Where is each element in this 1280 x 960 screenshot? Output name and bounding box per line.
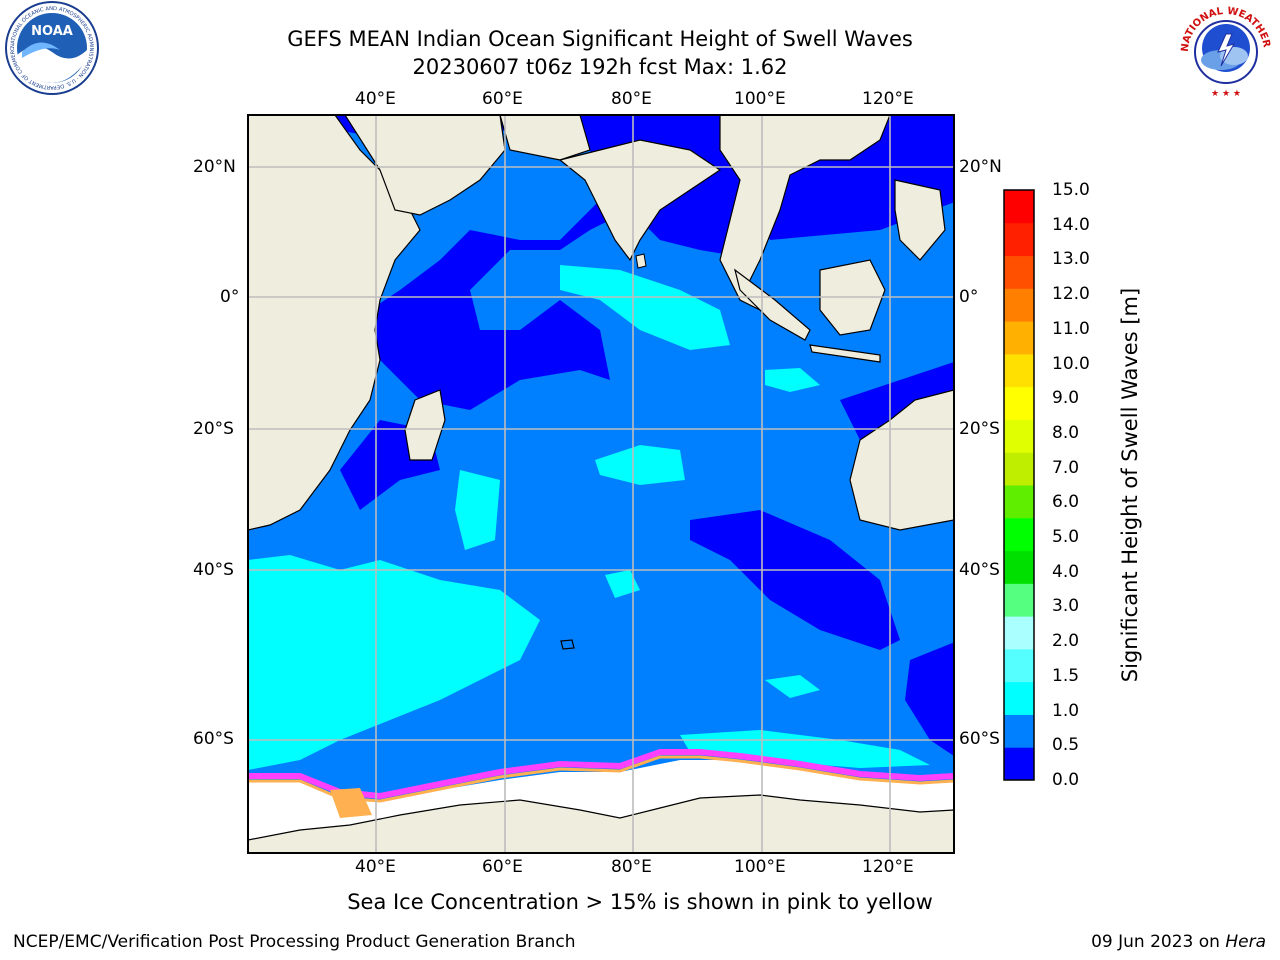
colorbar-tick-label: 14.0 bbox=[1052, 214, 1090, 235]
footer-host: Hera bbox=[1225, 932, 1266, 952]
right-lat-label: 60°S bbox=[959, 729, 1000, 749]
colorbar-swatch bbox=[1004, 648, 1034, 683]
land-sri-lanka bbox=[635, 253, 647, 269]
colorbar-swatch bbox=[1004, 485, 1034, 519]
footer-date-text: 09 Jun 2023 on bbox=[1091, 932, 1226, 952]
land-arabia bbox=[344, 115, 506, 216]
colorbar-tick-label: 5.0 bbox=[1052, 527, 1080, 548]
colorbar-tick-label: 4.0 bbox=[1052, 561, 1080, 582]
colorbar-swatch bbox=[1004, 517, 1034, 552]
colorbar-swatch bbox=[1004, 321, 1034, 355]
land-india bbox=[558, 139, 722, 262]
colorbar-swatch bbox=[1004, 190, 1034, 224]
colorbar-tick-label: 3.0 bbox=[1052, 596, 1080, 617]
swell-high-southwest bbox=[248, 555, 540, 770]
land-indonesia-east bbox=[894, 179, 946, 261]
colorbar-tick-label: 2.0 bbox=[1052, 631, 1080, 652]
land-iran bbox=[499, 115, 591, 161]
map-frame bbox=[247, 114, 955, 854]
colorbar-swatch bbox=[1004, 386, 1034, 420]
nws-logo: NATIONAL WEATHER SERVICE ★ ★ ★ bbox=[1170, 0, 1278, 104]
colorbar bbox=[1003, 189, 1035, 781]
colorbar-swatch bbox=[1004, 452, 1034, 486]
bottom-lon-label: 120°E bbox=[862, 857, 914, 877]
ice-patch-orange bbox=[330, 788, 372, 818]
colorbar-tick-label: 10.0 bbox=[1052, 353, 1090, 374]
colorbar-tick-label: 13.0 bbox=[1052, 249, 1090, 270]
colorbar-swatch bbox=[1004, 747, 1034, 781]
colorbar-swatch bbox=[1004, 255, 1034, 289]
colorbar-swatch bbox=[1004, 583, 1034, 617]
right-lat-label: 0° bbox=[959, 287, 979, 307]
svg-text:★ ★ ★: ★ ★ ★ bbox=[1211, 89, 1241, 99]
colorbar-swatch bbox=[1004, 353, 1034, 388]
top-lon-label: 120°E bbox=[862, 89, 914, 109]
swell-low-far-east bbox=[905, 642, 954, 756]
colorbar-tick-label: 15.0 bbox=[1052, 180, 1090, 200]
bottom-lon-label: 40°E bbox=[355, 857, 396, 877]
swell-high-patch-4 bbox=[765, 675, 820, 698]
colorbar-tick-label: 7.0 bbox=[1052, 457, 1080, 478]
left-lat-label: 0° bbox=[220, 287, 240, 307]
top-lon-label: 100°E bbox=[734, 89, 786, 109]
sea-ice-caption: Sea Ice Concentration > 15% is shown in … bbox=[347, 890, 933, 914]
bottom-lon-label: 80°E bbox=[611, 857, 652, 877]
footer-credit: NCEP/EMC/Verification Post Processing Pr… bbox=[13, 932, 576, 952]
land-sumatra bbox=[734, 268, 811, 341]
left-lat-label: 20°N bbox=[193, 157, 236, 177]
right-lat-label: 20°N bbox=[959, 157, 1002, 177]
land-antarctica bbox=[248, 794, 954, 853]
swell-high-equatorial bbox=[560, 265, 730, 350]
swell-high-patch-1 bbox=[765, 368, 820, 392]
right-lat-label: 40°S bbox=[959, 560, 1000, 580]
left-lat-label: 40°S bbox=[193, 560, 234, 580]
colorbar-tick-label: 12.0 bbox=[1052, 284, 1090, 305]
colorbar-frame bbox=[1003, 189, 1035, 781]
left-lat-label: 20°S bbox=[193, 419, 234, 439]
colorbar-tick-label: 9.0 bbox=[1052, 388, 1080, 409]
colorbar-tick-label: 0.0 bbox=[1052, 770, 1080, 790]
map-subtitle: 20230607 t06z 192h fcst Max: 1.62 bbox=[412, 55, 788, 79]
colorbar-swatch bbox=[1004, 681, 1034, 715]
colorbar-title: Significant Height of Swell Waves [m] bbox=[1118, 287, 1142, 683]
graticule bbox=[248, 115, 954, 853]
colorbar-swatch bbox=[1004, 222, 1034, 257]
top-lon-label: 80°E bbox=[611, 89, 652, 109]
colorbar-swatch bbox=[1004, 288, 1034, 322]
footer-date: 09 Jun 2023 on Hera bbox=[1091, 932, 1266, 952]
colorbar-tick-label: 0.5 bbox=[1052, 735, 1080, 756]
swell-low-southeast bbox=[690, 510, 900, 650]
top-lon-label: 40°E bbox=[355, 89, 396, 109]
swell-high-patch-2 bbox=[605, 570, 640, 598]
colorbar-swatch bbox=[1004, 714, 1034, 748]
land-australia bbox=[849, 389, 954, 531]
bottom-lon-label: 100°E bbox=[734, 857, 786, 877]
map-title: GEFS MEAN Indian Ocean Significant Heigh… bbox=[287, 27, 913, 51]
bottom-lon-label: 60°E bbox=[482, 857, 523, 877]
left-lat-label: 60°S bbox=[193, 729, 234, 749]
colorbar-swatch bbox=[1004, 616, 1034, 650]
colorbar-tick-label: 11.0 bbox=[1052, 318, 1090, 339]
colorbar-swatch bbox=[1004, 419, 1034, 453]
land-java bbox=[809, 344, 881, 363]
colorbar-tick-label: 1.0 bbox=[1052, 700, 1080, 721]
noaa-logo: NOAA NATIONAL OCEANIC AND ATMOSPHERIC AD… bbox=[0, 0, 110, 104]
top-lon-label: 60°E bbox=[482, 89, 523, 109]
swell-high-patch-3 bbox=[455, 470, 500, 550]
swell-high-central bbox=[595, 445, 685, 485]
colorbar-tick-label: 6.0 bbox=[1052, 492, 1080, 513]
right-lat-label: 20°S bbox=[959, 419, 1000, 439]
land-madagascar bbox=[404, 389, 446, 461]
land-kerguelen bbox=[560, 639, 575, 650]
colorbar-swatch bbox=[1004, 550, 1034, 584]
noaa-logo-text: NOAA bbox=[31, 24, 73, 39]
colorbar-tick-label: 8.0 bbox=[1052, 422, 1080, 443]
colorbar-tick-label: 1.5 bbox=[1052, 665, 1080, 686]
